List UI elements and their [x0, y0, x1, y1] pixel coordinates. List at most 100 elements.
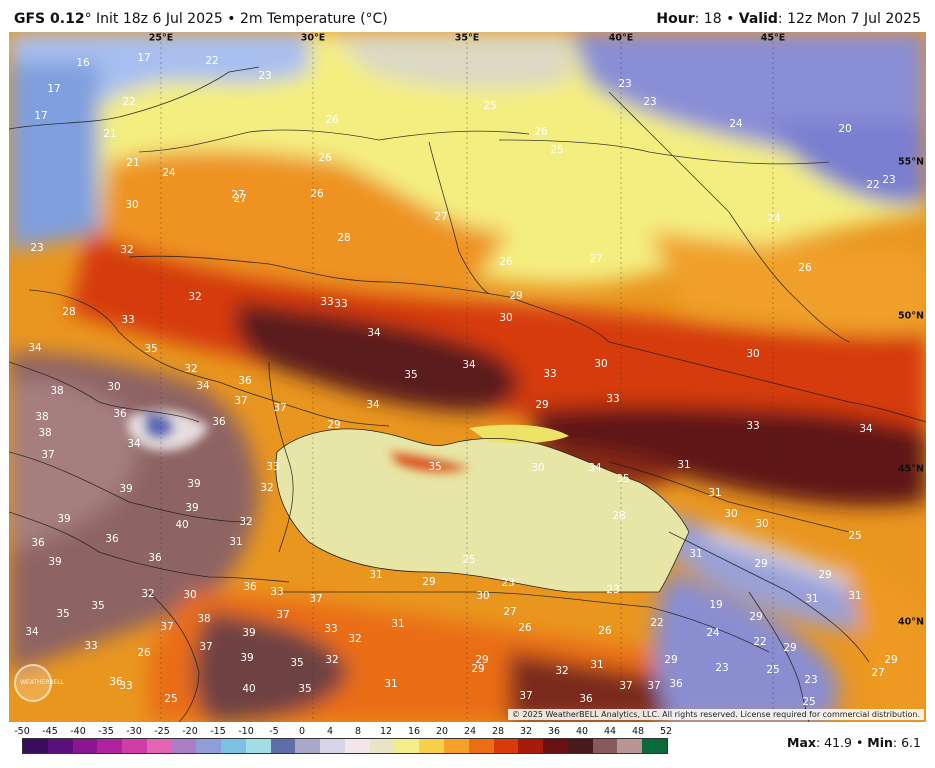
- temperature-value: 34: [366, 398, 380, 411]
- temperature-value: 25: [550, 143, 564, 156]
- temperature-value: 32: [348, 632, 362, 645]
- temperature-value: 29: [884, 653, 898, 666]
- colorbar-swatch: [394, 739, 420, 753]
- colorbar-tick-label: 32: [519, 726, 533, 737]
- temperature-value: 26: [137, 646, 151, 659]
- temperature-value: 30: [746, 347, 760, 360]
- temperature-value: 39: [187, 477, 201, 490]
- temperature-value: 22: [205, 54, 219, 67]
- colorbar-swatch: [146, 739, 172, 753]
- temperature-value: 32: [239, 515, 253, 528]
- temperature-value: 30: [724, 507, 738, 520]
- temperature-value: 31: [848, 589, 862, 602]
- graticule-label: 40°E: [608, 32, 634, 44]
- temperature-value: 23: [882, 173, 896, 186]
- colorbar-tick-label: 8: [354, 726, 362, 737]
- temperature-value: 27: [871, 666, 885, 679]
- colorbar-tick-label: 48: [631, 726, 645, 737]
- temperature-value: 24: [767, 212, 781, 225]
- colorbar-swatch: [642, 739, 667, 753]
- colorbar-swatch: [270, 739, 296, 753]
- temperature-value: 19: [709, 598, 723, 611]
- colorbar-swatch: [245, 739, 271, 753]
- temperature-value: 32: [555, 664, 569, 677]
- hour-label: Hour: [656, 11, 695, 27]
- graticule: [160, 32, 774, 722]
- colorbar-tick-label: 36: [547, 726, 561, 737]
- temperature-value: 34: [588, 461, 602, 474]
- temperature-value: 22: [753, 635, 767, 648]
- temperature-value: 37: [160, 620, 174, 633]
- graticule-label: 35°E: [454, 32, 480, 44]
- temperature-value: 32: [260, 481, 274, 494]
- temperature-value: 39: [119, 482, 133, 495]
- colorbar-swatch: [72, 739, 98, 753]
- colorbar-swatch: [122, 739, 147, 753]
- temperature-value: 39: [57, 512, 71, 525]
- colorbar-swatch: [320, 739, 345, 753]
- temperature-value: 17: [34, 109, 48, 122]
- colorbar-tick-label: -40: [70, 726, 86, 737]
- copyright-notice: © 2025 WeatherBELL Analytics, LLC. All r…: [508, 709, 924, 720]
- temperature-value: 23: [606, 583, 620, 596]
- temperature-value: 21: [126, 156, 140, 169]
- colorbar-swatch: [369, 739, 395, 753]
- temperature-value: 28: [62, 305, 76, 318]
- temperature-value: 31: [229, 535, 243, 548]
- temperature-value: 37: [41, 448, 55, 461]
- temperature-value: 26: [518, 621, 532, 634]
- header-bar: GFS 0.12° Init 18z 6 Jul 2025 • 2m Tempe…: [0, 0, 935, 32]
- temperature-value: 26: [598, 624, 612, 637]
- temperature-value: 36: [243, 580, 257, 593]
- temperature-value: 23: [258, 69, 272, 82]
- temperature-value: 39: [242, 626, 256, 639]
- temperature-value: 27: [503, 605, 517, 618]
- temperature-value: 40: [175, 518, 189, 531]
- colorbar-swatch: [518, 739, 544, 753]
- colorbar-tick-label: -50: [14, 726, 30, 737]
- colorbar-swatch: [592, 739, 618, 753]
- colorbar-tick-label: 0: [298, 726, 306, 737]
- temperature-value: 34: [859, 422, 873, 435]
- colorbar-swatch: [543, 739, 568, 753]
- temperature-value: 33: [324, 622, 338, 635]
- temperature-value: 27: [589, 252, 603, 265]
- temperature-value: 36: [212, 415, 226, 428]
- temperature-value: 36: [238, 374, 252, 387]
- temperature-value: 29: [471, 662, 485, 675]
- colorbar-tick-label: 28: [491, 726, 505, 737]
- weatherbell-logo: WEATHERBELL: [14, 664, 64, 702]
- temperature-value: 33: [606, 392, 620, 405]
- temperature-value: 31: [689, 547, 703, 560]
- colorbar-tick-label: 24: [463, 726, 477, 737]
- temperature-value: 37: [309, 592, 323, 605]
- temperature-value: 33: [119, 679, 133, 692]
- colorbar-swatch: [419, 739, 445, 753]
- temperature-value: 34: [127, 437, 141, 450]
- temperature-value: 38: [38, 426, 52, 439]
- temperature-map[interactable]: 25°E 30°E 35°E 40°E 45°E 55°N 50°N 45°N 40°N 16 1…: [9, 32, 926, 722]
- temperature-value: 29: [422, 575, 436, 588]
- temperature-value: 29: [749, 610, 763, 623]
- colorbar-tick-label: -5: [269, 726, 279, 737]
- temperature-value: 29: [818, 568, 832, 581]
- temperature-value: 31: [590, 658, 604, 671]
- model-name: GFS 0.12: [14, 11, 85, 27]
- temperature-value: 23: [501, 576, 515, 589]
- temperature-value: 33: [121, 313, 135, 326]
- temperature-value: 35: [56, 607, 70, 620]
- colorbar-swatch: [468, 739, 494, 753]
- temperature-value: 29: [327, 418, 341, 431]
- temperature-value: 29: [509, 289, 523, 302]
- temperature-value: 31: [708, 486, 722, 499]
- temperature-value: 36: [669, 677, 683, 690]
- temperature-value: 27: [434, 210, 448, 223]
- temperature-value: 33: [266, 460, 280, 473]
- temperature-value: 32: [188, 290, 202, 303]
- temperature-value: 33: [543, 367, 557, 380]
- hour-value: : 18 •: [694, 11, 739, 27]
- temperature-value: 30: [183, 588, 197, 601]
- temperature-value: 36: [579, 692, 593, 705]
- temperature-value: 26: [499, 255, 513, 268]
- temperature-value: 39: [185, 501, 199, 514]
